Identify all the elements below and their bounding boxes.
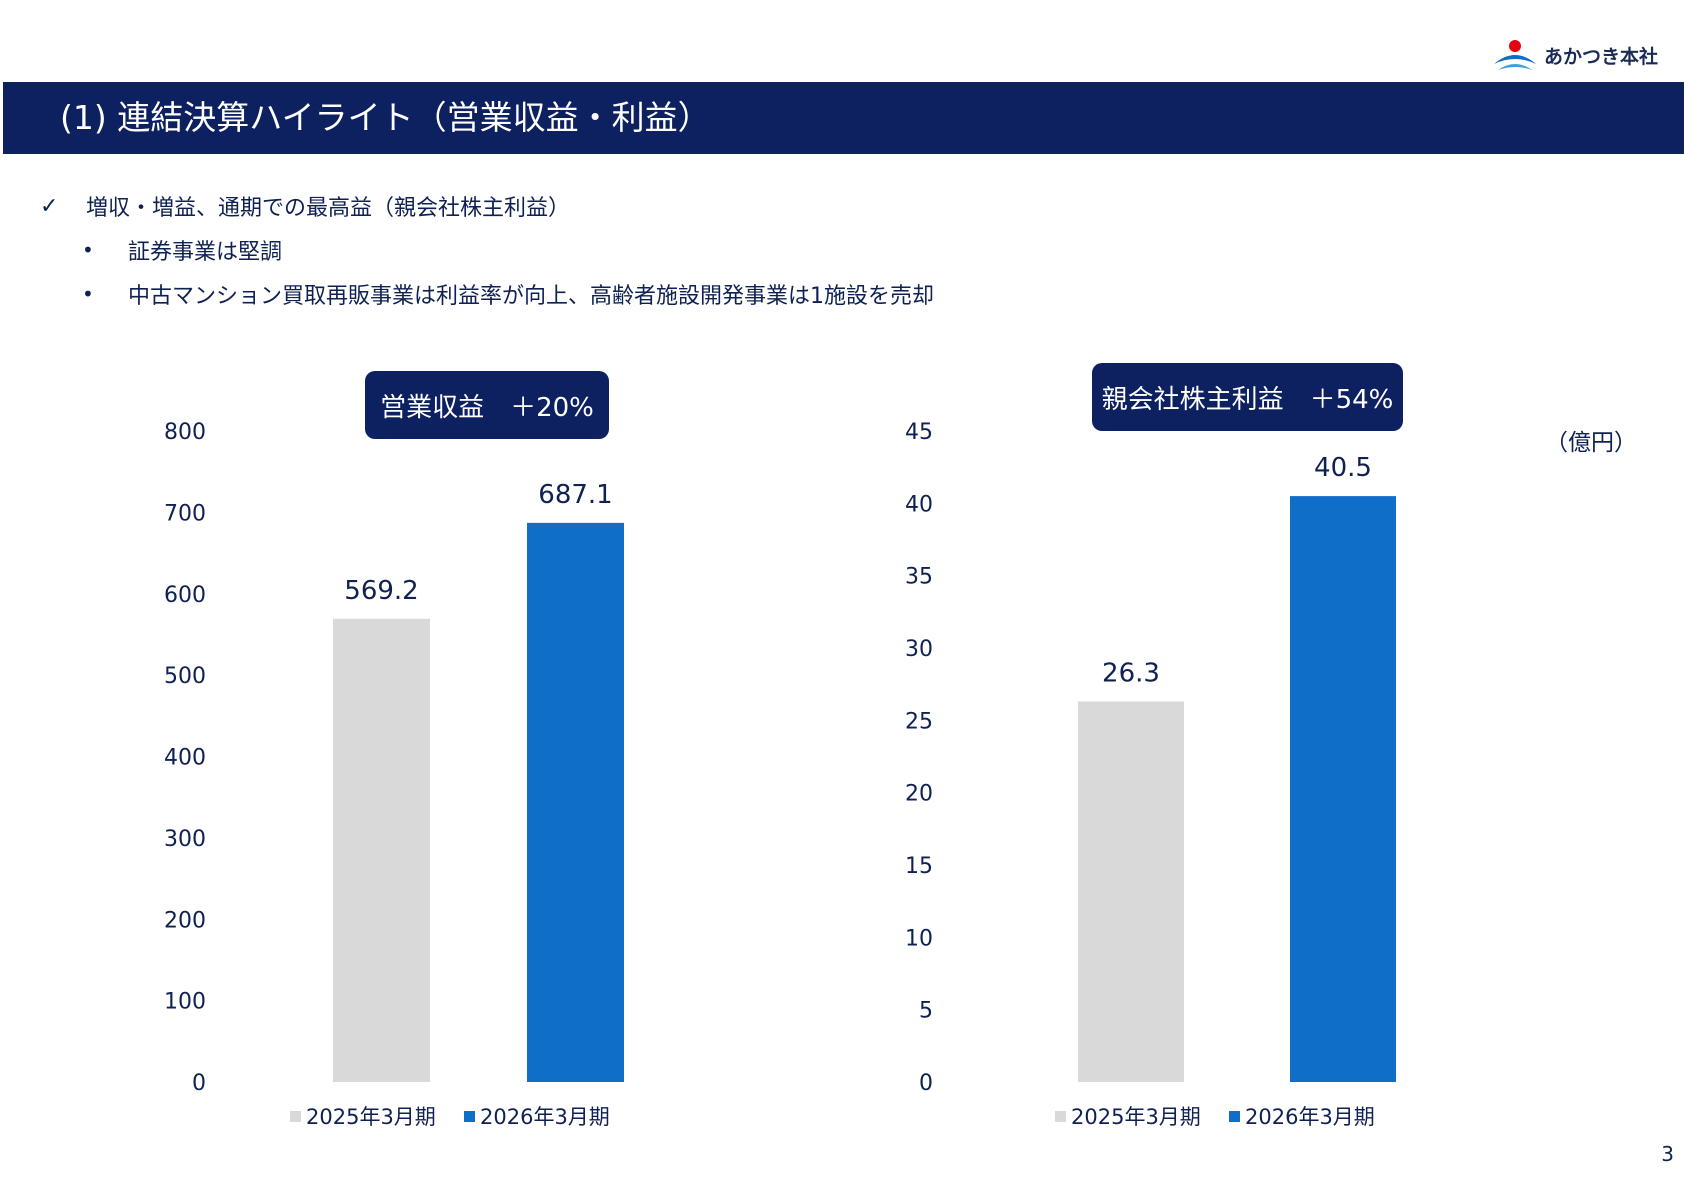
unit-label: （億円）	[1545, 430, 1637, 456]
legend-swatch	[1229, 1111, 1240, 1122]
data-label: 40.5	[1314, 453, 1372, 483]
check-icon: ✓	[40, 193, 59, 219]
legend-label: 2025年3月期	[1071, 1105, 1201, 1129]
bar	[1078, 701, 1184, 1082]
company-logo: あかつき本社	[1492, 38, 1658, 72]
legend-label: 2025年3月期	[306, 1105, 436, 1129]
y-tick-label: 300	[164, 827, 206, 852]
sub-bullet-text: 中古マンション買取再販事業は利益率が向上、高齢者施設開発事業は1施設を売却	[128, 284, 934, 309]
y-tick-label: 30	[905, 637, 933, 662]
page-title: (1) 連結決算ハイライト（営業収益・利益）	[3, 82, 1684, 154]
y-tick-label: 0	[192, 1071, 206, 1096]
y-tick-label: 500	[164, 664, 206, 689]
legend-label: 2026年3月期	[480, 1105, 610, 1129]
legend-swatch	[464, 1111, 475, 1122]
y-tick-label: 100	[164, 990, 206, 1015]
y-tick-label: 25	[905, 709, 933, 734]
y-tick-label: 20	[905, 782, 933, 807]
legend-swatch	[1055, 1111, 1066, 1122]
y-tick-label: 15	[905, 854, 933, 879]
bullet-dot-icon: •	[82, 238, 94, 262]
main-bullet: ✓ 増収・増益、通期での最高益（親会社株主利益）	[40, 184, 934, 228]
data-label: 26.3	[1102, 659, 1160, 689]
y-tick-label: 800	[164, 420, 206, 445]
y-tick-label: 600	[164, 583, 206, 608]
y-tick-label: 700	[164, 501, 206, 526]
net-income-badge: 親会社株主利益 ＋54%	[1092, 363, 1403, 431]
legend-label: 2026年3月期	[1245, 1105, 1375, 1129]
y-tick-label: 200	[164, 908, 206, 933]
y-tick-label: 400	[164, 746, 206, 771]
bar	[333, 618, 430, 1082]
y-tick-label: 35	[905, 565, 933, 590]
operating-revenue-badge: 営業収益 ＋20%	[365, 371, 609, 439]
y-tick-label: 0	[919, 1071, 933, 1096]
bar	[527, 522, 624, 1082]
data-label: 569.2	[344, 576, 418, 606]
legend-swatch	[290, 1111, 301, 1122]
y-tick-label: 5	[919, 999, 933, 1024]
sub-bullet: • 中古マンション買取再販事業は利益率が向上、高齢者施設開発事業は1施設を売却	[40, 272, 934, 316]
y-tick-label: 10	[905, 926, 933, 951]
sub-bullet: • 証券事業は堅調	[40, 228, 934, 272]
y-tick-label: 45	[905, 420, 933, 445]
company-name: あかつき本社	[1543, 45, 1658, 68]
sub-bullet-text: 証券事業は堅調	[128, 240, 283, 265]
summary-bullets: ✓ 増収・増益、通期での最高益（親会社株主利益） • 証券事業は堅調 • 中古マ…	[40, 184, 934, 316]
page-number: 3	[1661, 1142, 1674, 1166]
rising-sun-wave-icon	[1493, 40, 1536, 70]
bar	[1290, 496, 1396, 1083]
y-tick-label: 40	[905, 492, 933, 517]
bullet-dot-icon: •	[82, 282, 94, 306]
data-label: 687.1	[538, 480, 612, 510]
main-bullet-text: 増収・増益、通期での最高益（親会社株主利益）	[86, 196, 571, 221]
